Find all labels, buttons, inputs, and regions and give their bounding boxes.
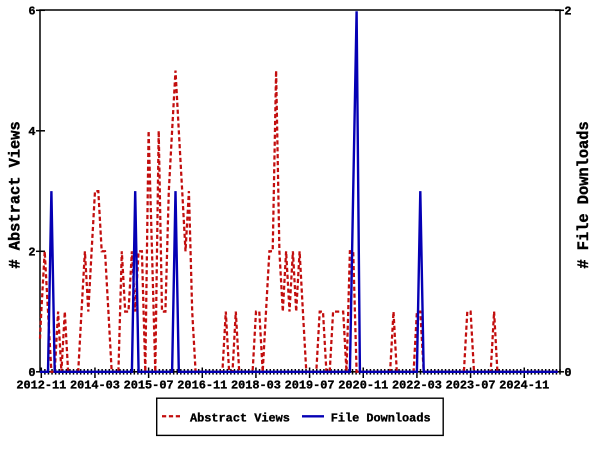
- svg-text:File Downloads: File Downloads: [331, 412, 431, 426]
- svg-text:2: 2: [28, 246, 35, 260]
- svg-text:2020-11: 2020-11: [338, 379, 388, 393]
- svg-text:Abstract Views: Abstract Views: [190, 412, 290, 426]
- svg-text:2012-11: 2012-11: [16, 379, 66, 393]
- svg-text:6: 6: [28, 5, 35, 19]
- svg-text:2016-11: 2016-11: [177, 379, 227, 393]
- svg-text:# File Downloads: # File Downloads: [575, 121, 593, 268]
- svg-text:0: 0: [28, 366, 35, 380]
- svg-text:2018-03: 2018-03: [231, 379, 281, 393]
- svg-text:4: 4: [28, 125, 35, 139]
- svg-text:2022-03: 2022-03: [392, 379, 442, 393]
- svg-text:0: 0: [564, 366, 571, 380]
- svg-text:2014-03: 2014-03: [70, 379, 120, 393]
- svg-text:# Abstract Views: # Abstract Views: [7, 121, 25, 268]
- svg-text:2: 2: [564, 5, 571, 19]
- svg-text:2019-07: 2019-07: [285, 379, 335, 393]
- svg-text:2024-11: 2024-11: [499, 379, 549, 393]
- svg-text:2015-07: 2015-07: [124, 379, 174, 393]
- svg-text:2023-07: 2023-07: [446, 379, 496, 393]
